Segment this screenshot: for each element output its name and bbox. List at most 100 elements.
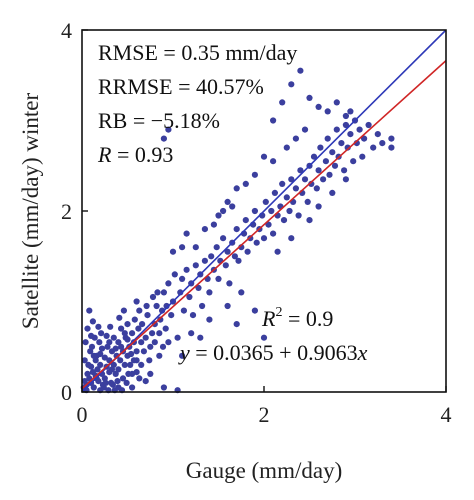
scatter-point-121 xyxy=(242,217,249,224)
scatter-point-26 xyxy=(110,334,117,341)
scatter-point-194 xyxy=(224,198,231,205)
scatter-point-159 xyxy=(329,149,336,156)
scatter-point-114 xyxy=(226,280,233,287)
rb-label: RB = −5.18% xyxy=(98,108,220,133)
scatter-point-251 xyxy=(140,348,147,355)
scatter-point-195 xyxy=(215,212,222,219)
x-tick-label-2: 4 xyxy=(441,402,452,427)
scatter-point-178 xyxy=(388,135,395,142)
scatter-point-95 xyxy=(183,266,190,273)
scatter-point-233 xyxy=(88,332,95,339)
scatter-point-205 xyxy=(288,235,295,242)
scatter-point-65 xyxy=(116,314,123,321)
scatter-point-173 xyxy=(361,135,368,142)
scatter-point-206 xyxy=(306,217,313,224)
scatter-point-154 xyxy=(317,144,324,151)
scatter-point-74 xyxy=(142,334,149,341)
scatter-point-174 xyxy=(365,121,372,129)
scatter-point-259 xyxy=(163,302,170,310)
scatter-point-32 xyxy=(118,325,125,332)
scatter-point-253 xyxy=(146,357,153,364)
scatter-point-245 xyxy=(124,336,131,343)
scatter-point-201 xyxy=(260,334,268,341)
scatter-point-153 xyxy=(315,167,322,174)
scatter-point-257 xyxy=(157,316,164,323)
scatter-point-81 xyxy=(159,307,166,314)
rrmse-label: RRMSE = 40.57% xyxy=(98,74,264,99)
scatter-point-92 xyxy=(147,370,154,377)
scatter-point-168 xyxy=(350,158,357,165)
scatter-point-155 xyxy=(320,176,327,183)
scatter-point-165 xyxy=(342,121,349,129)
scatter-point-200 xyxy=(251,307,258,314)
scatter-point-240 xyxy=(108,366,116,373)
scatter-point-252 xyxy=(143,302,150,310)
regression-line xyxy=(81,60,447,390)
scatter-point-70 xyxy=(86,307,93,314)
scatter-point-109 xyxy=(215,275,222,282)
scatter-point-147 xyxy=(301,176,309,183)
scatter-point-192 xyxy=(242,180,249,187)
scatter-point-217 xyxy=(138,361,145,368)
axis-ticks: 0 2 4 0 2 4 xyxy=(61,18,452,427)
scatter-point-100 xyxy=(195,284,202,291)
scatter-point-243 xyxy=(118,343,125,350)
regression-equation: y = 0.0365 + 0.9063x xyxy=(178,340,368,365)
scatter-point-254 xyxy=(149,330,156,337)
r2-label: R2 = 0.9 xyxy=(261,305,333,331)
scatter-point-126 xyxy=(253,239,260,246)
scatter-point-176 xyxy=(374,131,381,138)
scatter-point-79 xyxy=(153,302,160,310)
y-tick-label-2: 4 xyxy=(61,18,72,43)
scatter-point-108 xyxy=(213,244,220,251)
scatter-point-69 xyxy=(125,370,132,377)
scatter-point-102 xyxy=(199,302,206,310)
scatter-point-160 xyxy=(331,162,339,169)
scatter-point-221 xyxy=(160,135,167,142)
scatter-point-134 xyxy=(271,189,278,196)
scatter-point-181 xyxy=(279,99,286,106)
scatter-point-219 xyxy=(142,378,149,385)
scatter-point-244 xyxy=(121,330,128,337)
scatter-point-17 xyxy=(101,354,108,361)
scatter-point-68 xyxy=(123,379,130,386)
y-axis-label: Satellite (mm/day) winter xyxy=(18,93,43,330)
scatter-point-239 xyxy=(106,339,113,346)
scatter-point-13 xyxy=(97,361,104,368)
scatter-point-171 xyxy=(356,126,363,133)
scatter-point-48 xyxy=(136,307,143,314)
scatter-point-220 xyxy=(165,126,172,133)
scatter-point-29 xyxy=(115,339,122,346)
scatter-point-158 xyxy=(326,171,333,178)
scatter-point-62 xyxy=(109,381,116,388)
scatter-point-143 xyxy=(292,185,299,192)
scatter-point-214 xyxy=(238,289,245,296)
scatter-point-182 xyxy=(288,81,295,88)
scatter-point-256 xyxy=(154,289,161,296)
scatter-point-164 xyxy=(341,167,348,174)
scatter-point-98 xyxy=(189,312,197,319)
scatter-point-175 xyxy=(370,144,377,151)
scatter-point-41 xyxy=(129,330,136,337)
scatter-point-237 xyxy=(98,345,106,352)
scatter-point-132 xyxy=(268,207,275,215)
scatter-point-186 xyxy=(324,108,331,115)
scatter-point-228 xyxy=(169,248,177,255)
scatter-point-222 xyxy=(183,230,190,237)
scatter-point-249 xyxy=(136,375,143,382)
scatter-point-51 xyxy=(85,361,92,368)
scatter-point-204 xyxy=(274,248,281,255)
scatter-point-209 xyxy=(342,176,349,183)
scatter-point-116 xyxy=(231,253,238,260)
scatter-point-71 xyxy=(89,318,96,325)
scatter-point-208 xyxy=(329,189,336,196)
scatter-point-241 xyxy=(112,345,119,352)
scatter-point-67 xyxy=(120,307,127,314)
scatter-point-83 xyxy=(162,325,169,332)
scatter-point-230 xyxy=(81,357,88,364)
scatter-point-191 xyxy=(251,171,258,178)
scatter-point-76 xyxy=(147,343,154,350)
r-symbol: R xyxy=(97,142,112,167)
scatter-point-11 xyxy=(94,366,101,373)
scatter-point-207 xyxy=(315,203,322,210)
